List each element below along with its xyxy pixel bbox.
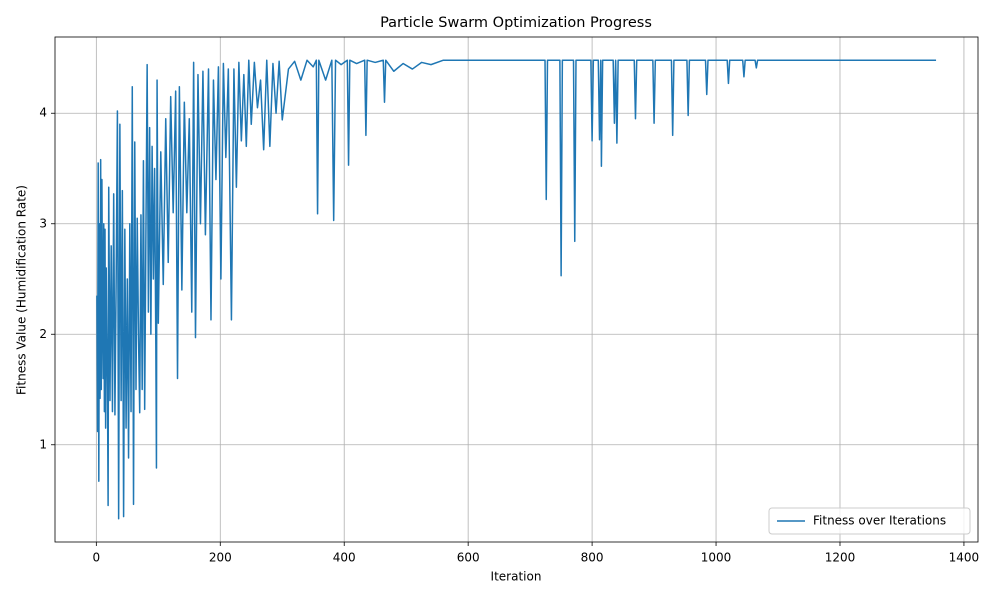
x-axis-label: Iteration [491,570,542,584]
x-tick-label: 800 [581,551,604,565]
y-tick-label: 1 [39,437,47,451]
data-line [96,59,937,520]
x-tick-label: 600 [457,551,480,565]
y-axis-label: Fitness Value (Humidification Rate) [15,185,29,395]
y-tick-label: 2 [39,327,47,341]
legend-label: Fitness over Iterations [813,514,946,528]
x-tick-label: 200 [209,551,232,565]
y-tick-label: 4 [39,106,47,120]
plot-frame [54,36,979,543]
legend-box [768,507,971,535]
x-tick-label: 1400 [949,551,980,565]
y-tick-label: 3 [39,216,47,230]
x-tick-label: 1000 [701,551,732,565]
x-tick-label: 400 [333,551,356,565]
chart-title: Particle Swarm Optimization Progress [380,15,652,31]
x-tick-label: 1200 [825,551,856,565]
x-tick-label: 0 [93,551,101,565]
